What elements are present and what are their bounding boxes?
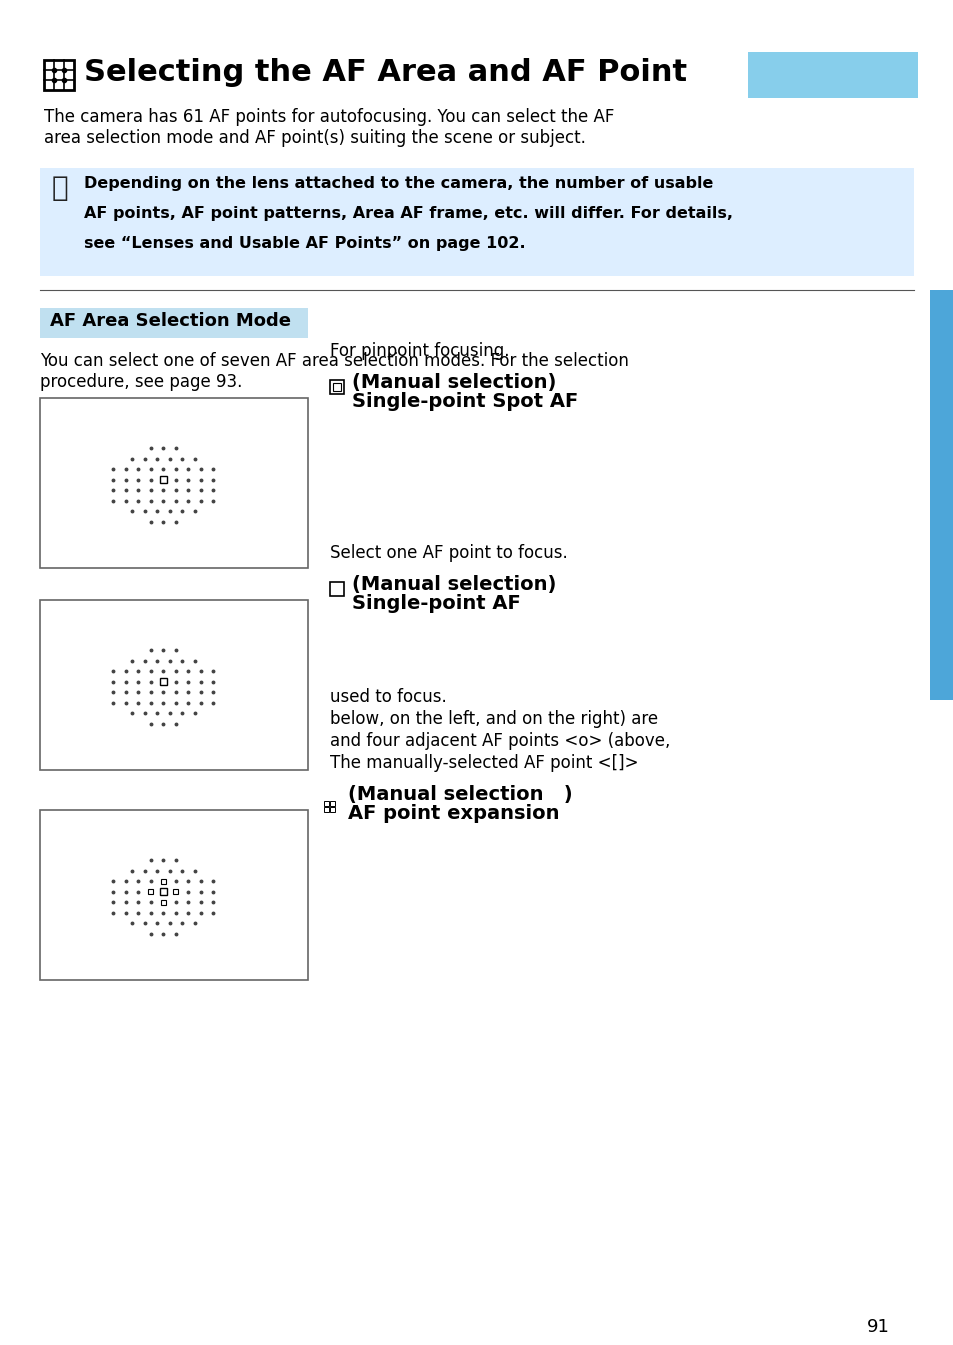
Text: Depending on the lens attached to the camera, the number of usable: Depending on the lens attached to the ca… bbox=[84, 176, 713, 191]
Bar bbox=[333, 383, 340, 391]
Text: The manually-selected AF point <[]>: The manually-selected AF point <[]> bbox=[330, 755, 638, 772]
Text: (Manual selection   ): (Manual selection ) bbox=[348, 785, 572, 804]
Bar bbox=[40, 600, 308, 769]
Text: ⓘ: ⓘ bbox=[52, 174, 69, 202]
Text: Selecting the AF Area and AF Point: Selecting the AF Area and AF Point bbox=[84, 58, 686, 87]
Bar bbox=[161, 878, 166, 884]
Bar bbox=[40, 398, 308, 568]
Text: 91: 91 bbox=[866, 1318, 889, 1336]
Text: Single-point AF: Single-point AF bbox=[352, 594, 520, 613]
Text: AF Area Selection Mode: AF Area Selection Mode bbox=[50, 312, 291, 330]
Text: (Manual selection): (Manual selection) bbox=[352, 373, 556, 391]
Text: used to focus.: used to focus. bbox=[330, 689, 446, 706]
Text: Select one AF point to focus.: Select one AF point to focus. bbox=[330, 543, 567, 562]
Bar bbox=[330, 381, 344, 394]
Bar bbox=[324, 802, 329, 806]
Bar bbox=[330, 582, 344, 596]
Bar bbox=[44, 61, 74, 90]
Bar bbox=[148, 889, 153, 894]
Text: Single-point Spot AF: Single-point Spot AF bbox=[352, 391, 578, 412]
Bar bbox=[159, 888, 167, 896]
Bar bbox=[159, 476, 167, 483]
Bar bbox=[161, 900, 166, 905]
Text: The camera has 61 AF points for autofocusing. You can select the AF
area selecti: The camera has 61 AF points for autofocu… bbox=[44, 108, 614, 147]
Text: (Manual selection): (Manual selection) bbox=[352, 576, 556, 594]
Bar bbox=[40, 308, 308, 338]
Bar bbox=[40, 810, 308, 981]
Bar bbox=[330, 802, 335, 806]
Text: below, on the left, and on the right) are: below, on the left, and on the right) ar… bbox=[330, 710, 658, 728]
Bar bbox=[324, 807, 329, 812]
Text: You can select one of seven AF area selection modes. For the selection
procedure: You can select one of seven AF area sele… bbox=[40, 352, 628, 391]
Text: AF points, AF point patterns, Area AF frame, etc. will differ. For details,: AF points, AF point patterns, Area AF fr… bbox=[84, 206, 732, 221]
Bar bbox=[173, 889, 178, 894]
Text: see “Lenses and Usable AF Points” on page 102.: see “Lenses and Usable AF Points” on pag… bbox=[84, 235, 525, 252]
Bar bbox=[747, 52, 917, 98]
Bar bbox=[159, 678, 167, 686]
Bar bbox=[330, 807, 335, 812]
Bar bbox=[929, 291, 953, 699]
Text: AF point expansion: AF point expansion bbox=[348, 804, 558, 823]
Text: For pinpoint focusing.: For pinpoint focusing. bbox=[330, 342, 509, 360]
Bar bbox=[40, 168, 913, 276]
Text: and four adjacent AF points <o> (above,: and four adjacent AF points <o> (above, bbox=[330, 732, 670, 751]
